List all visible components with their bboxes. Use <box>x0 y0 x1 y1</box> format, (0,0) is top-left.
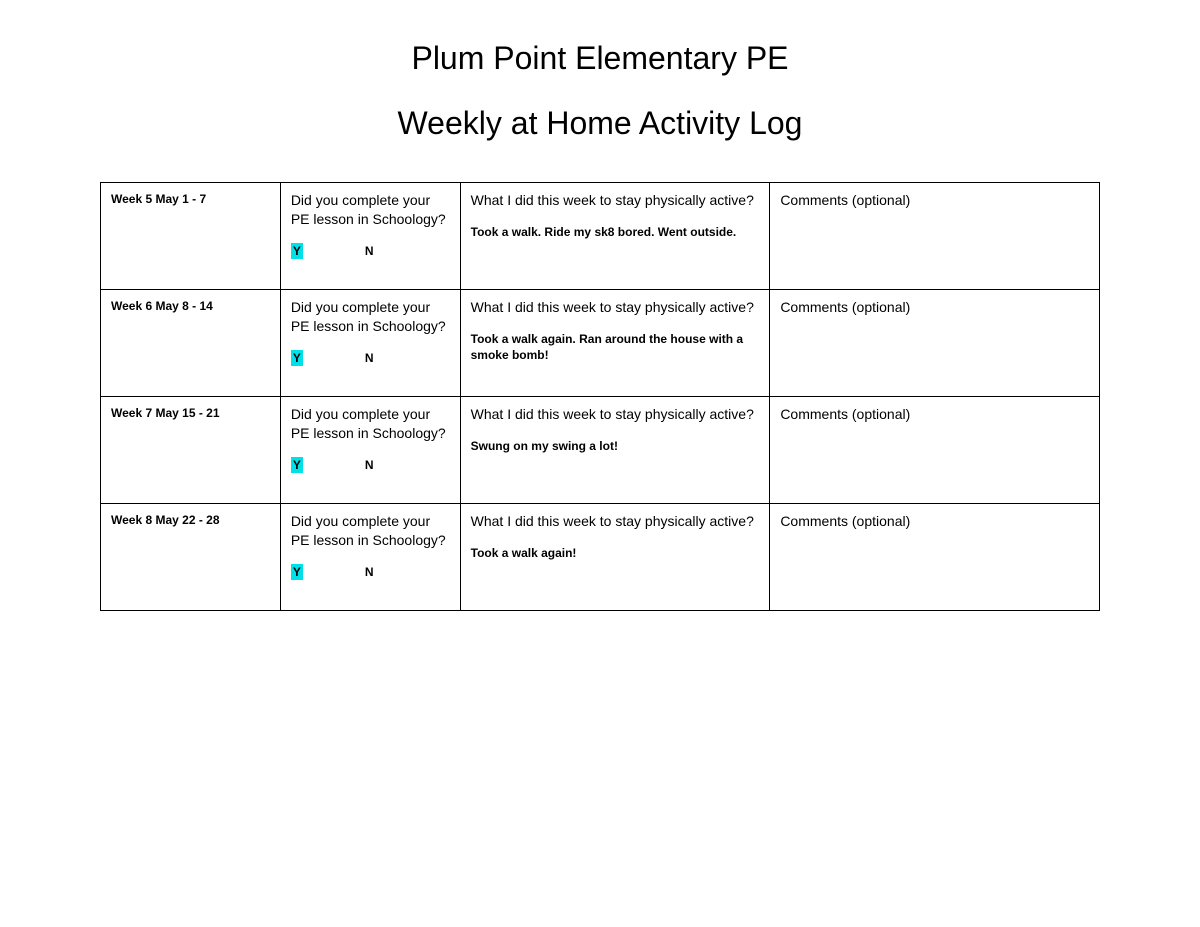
activity-question: What I did this week to stay physically … <box>471 298 760 317</box>
comments-cell: Comments (optional) <box>770 503 1100 610</box>
table-row: Week 8 May 22 - 28 Did you complete your … <box>101 503 1100 610</box>
activity-cell: What I did this week to stay physically … <box>460 289 770 396</box>
table-row: Week 7 May 15 - 21 Did you complete your … <box>101 396 1100 503</box>
no-option[interactable]: N <box>363 243 376 259</box>
title-block: Plum Point Elementary PE Weekly at Home … <box>100 40 1100 142</box>
comments-label: Comments (optional) <box>780 298 1089 317</box>
complete-question: Did you complete your PE lesson in Schoo… <box>291 405 450 443</box>
comments-label: Comments (optional) <box>780 405 1089 424</box>
activity-answer: Took a walk again. Ran around the house … <box>471 331 760 363</box>
comments-cell: Comments (optional) <box>770 396 1100 503</box>
activity-cell: What I did this week to stay physically … <box>460 503 770 610</box>
yes-option[interactable]: Y <box>291 243 303 259</box>
week-cell: Week 6 May 8 - 14 <box>101 289 281 396</box>
complete-cell: Did you complete your PE lesson in Schoo… <box>280 503 460 610</box>
yes-no-row: YN <box>291 350 450 366</box>
complete-cell: Did you complete your PE lesson in Schoo… <box>280 396 460 503</box>
activity-question: What I did this week to stay physically … <box>471 191 760 210</box>
week-cell: Week 7 May 15 - 21 <box>101 396 281 503</box>
yes-option[interactable]: Y <box>291 457 303 473</box>
complete-cell: Did you complete your PE lesson in Schoo… <box>280 289 460 396</box>
no-option[interactable]: N <box>363 457 376 473</box>
comments-label: Comments (optional) <box>780 512 1089 531</box>
week-cell: Week 8 May 22 - 28 <box>101 503 281 610</box>
comments-cell: Comments (optional) <box>770 289 1100 396</box>
comments-cell: Comments (optional) <box>770 183 1100 290</box>
table-row: Week 5 May 1 - 7 Did you complete your PE… <box>101 183 1100 290</box>
week-label: Week 7 May 15 - 21 <box>111 405 270 421</box>
activity-cell: What I did this week to stay physically … <box>460 396 770 503</box>
yes-no-row: YN <box>291 564 450 580</box>
complete-question: Did you complete your PE lesson in Schoo… <box>291 298 450 336</box>
activity-log-table: Week 5 May 1 - 7 Did you complete your PE… <box>100 182 1100 611</box>
table-row: Week 6 May 8 - 14 Did you complete your P… <box>101 289 1100 396</box>
week-label: Week 6 May 8 - 14 <box>111 298 270 314</box>
comments-label: Comments (optional) <box>780 191 1089 210</box>
page-title-line2: Weekly at Home Activity Log <box>100 105 1100 142</box>
no-option[interactable]: N <box>363 350 376 366</box>
activity-cell: What I did this week to stay physically … <box>460 183 770 290</box>
activity-answer: Swung on my swing a lot! <box>471 438 760 454</box>
yes-no-row: YN <box>291 457 450 473</box>
activity-answer: Took a walk. Ride my sk8 bored. Went out… <box>471 224 760 240</box>
week-cell: Week 5 May 1 - 7 <box>101 183 281 290</box>
yes-no-row: YN <box>291 243 450 259</box>
complete-cell: Did you complete your PE lesson in Schoo… <box>280 183 460 290</box>
activity-question: What I did this week to stay physically … <box>471 512 760 531</box>
page-title-line1: Plum Point Elementary PE <box>100 40 1100 77</box>
complete-question: Did you complete your PE lesson in Schoo… <box>291 512 450 550</box>
activity-question: What I did this week to stay physically … <box>471 405 760 424</box>
activity-answer: Took a walk again! <box>471 545 760 561</box>
complete-question: Did you complete your PE lesson in Schoo… <box>291 191 450 229</box>
no-option[interactable]: N <box>363 564 376 580</box>
yes-option[interactable]: Y <box>291 350 303 366</box>
yes-option[interactable]: Y <box>291 564 303 580</box>
week-label: Week 5 May 1 - 7 <box>111 191 270 207</box>
week-label: Week 8 May 22 - 28 <box>111 512 270 528</box>
